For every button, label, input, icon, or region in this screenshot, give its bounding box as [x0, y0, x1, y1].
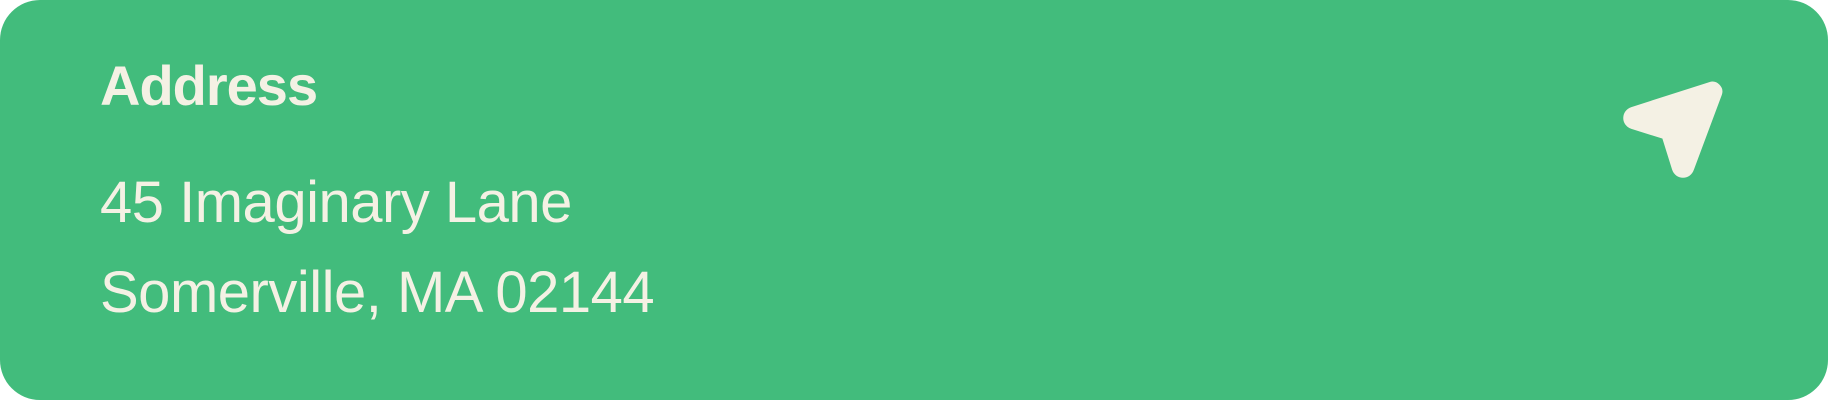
- address-line-city: Somerville, MA 02144: [100, 260, 655, 325]
- address-text: 45 Imaginary Lane Somerville, MA 02144: [100, 158, 655, 338]
- navigation-arrow-icon[interactable]: [1606, 72, 1726, 192]
- address-line-street: 45 Imaginary Lane: [100, 170, 572, 235]
- card-title: Address: [100, 54, 318, 117]
